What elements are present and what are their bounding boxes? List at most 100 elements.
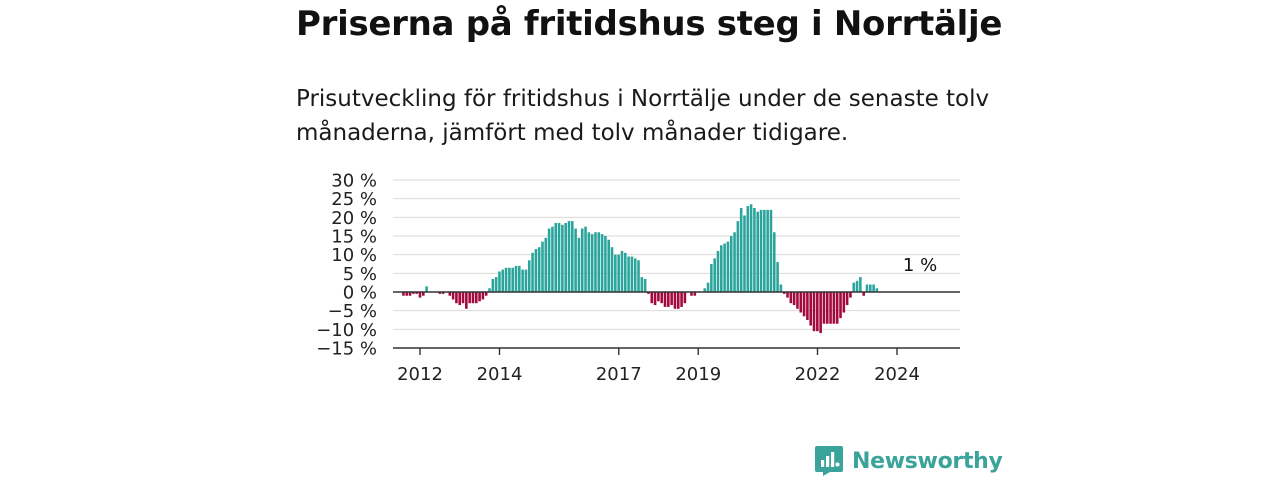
bar	[729, 236, 733, 292]
bar	[415, 292, 418, 294]
bar	[832, 292, 836, 324]
bar	[405, 292, 409, 296]
y-tick-label: 5 %	[343, 264, 377, 285]
bar	[756, 211, 760, 292]
bar	[623, 252, 627, 292]
bar	[481, 292, 485, 300]
newsworthy-brand[interactable]: Newsworthy	[814, 444, 1003, 478]
bar	[630, 256, 634, 292]
bar	[511, 267, 514, 292]
bar	[590, 234, 594, 292]
bar	[733, 232, 736, 292]
bar	[776, 262, 779, 292]
axes	[393, 291, 960, 355]
y-tick-label: 10 %	[331, 245, 377, 266]
y-tick-label: 25 %	[331, 189, 377, 210]
bar	[812, 292, 816, 332]
brand-name: Newsworthy	[852, 448, 1003, 474]
bar	[647, 292, 650, 294]
bar	[580, 228, 584, 292]
bar	[676, 292, 680, 309]
bar	[422, 292, 425, 296]
bar	[594, 232, 597, 292]
bar	[408, 292, 412, 296]
bar	[557, 222, 561, 292]
bar	[610, 247, 614, 292]
bar	[723, 243, 726, 292]
bar	[657, 292, 660, 302]
y-tick-label: 0 %	[343, 283, 377, 304]
newsworthy-logo-icon	[815, 446, 843, 476]
bar	[766, 209, 769, 292]
bar	[680, 292, 683, 307]
bar	[478, 292, 481, 302]
bar	[749, 204, 753, 292]
bar	[438, 292, 442, 294]
bar	[418, 292, 422, 298]
bar	[534, 249, 538, 292]
bar	[544, 237, 548, 292]
bar	[561, 224, 564, 292]
bar	[789, 292, 793, 304]
x-tick-label: 2022	[795, 364, 841, 385]
bar	[842, 292, 846, 313]
bar	[779, 284, 783, 292]
bar	[465, 292, 468, 309]
bar	[518, 265, 521, 292]
bar	[491, 278, 495, 292]
bar	[660, 292, 663, 304]
bar	[564, 222, 567, 292]
bar	[809, 292, 812, 326]
bar	[577, 237, 581, 292]
bar	[763, 209, 766, 292]
bar	[571, 221, 574, 292]
bar	[706, 282, 710, 292]
bar	[633, 258, 637, 292]
bar	[829, 292, 832, 324]
bar	[736, 221, 740, 292]
bar	[875, 288, 879, 292]
bar	[474, 292, 478, 304]
bar	[531, 252, 534, 292]
bar	[488, 288, 491, 292]
bar	[739, 208, 743, 292]
bar-chart: 30 %25 %20 %15 %10 %5 %0 %−5 %−10 %−15 %…	[316, 171, 960, 385]
y-tick-label: −5 %	[328, 301, 377, 322]
bar	[554, 222, 558, 292]
bar	[786, 292, 789, 298]
grid-lines	[393, 179, 960, 349]
bar	[597, 232, 601, 292]
bar	[726, 241, 730, 292]
bar-series	[402, 204, 879, 334]
bar	[412, 292, 415, 294]
bar	[852, 282, 856, 292]
x-tick-label: 2012	[397, 364, 443, 385]
bar	[663, 292, 667, 307]
bar	[849, 292, 852, 298]
bar	[551, 226, 554, 292]
bar	[683, 292, 687, 304]
bar	[782, 292, 786, 294]
bar	[607, 239, 611, 292]
y-tick-label: 20 %	[331, 208, 377, 229]
y-tick-label: −10 %	[316, 320, 377, 341]
bar	[769, 209, 773, 292]
bar	[796, 292, 799, 309]
bar	[461, 292, 465, 304]
bar	[643, 278, 647, 292]
bar	[604, 236, 607, 292]
bar	[713, 258, 716, 292]
bar	[587, 232, 591, 292]
y-tick-label: 15 %	[331, 227, 377, 248]
bar	[806, 292, 809, 320]
y-tick-label: −15 %	[316, 339, 377, 360]
y-tick-label: 30 %	[331, 171, 377, 192]
bar	[650, 292, 654, 304]
bar	[620, 250, 624, 292]
bar	[637, 260, 640, 292]
chart-subtitle: Prisutveckling för fritidshus i Norrtälj…	[296, 86, 990, 146]
bar	[667, 292, 670, 307]
bar	[508, 267, 511, 292]
last-value-annotation: 1 %	[903, 255, 937, 276]
bar	[720, 245, 723, 292]
